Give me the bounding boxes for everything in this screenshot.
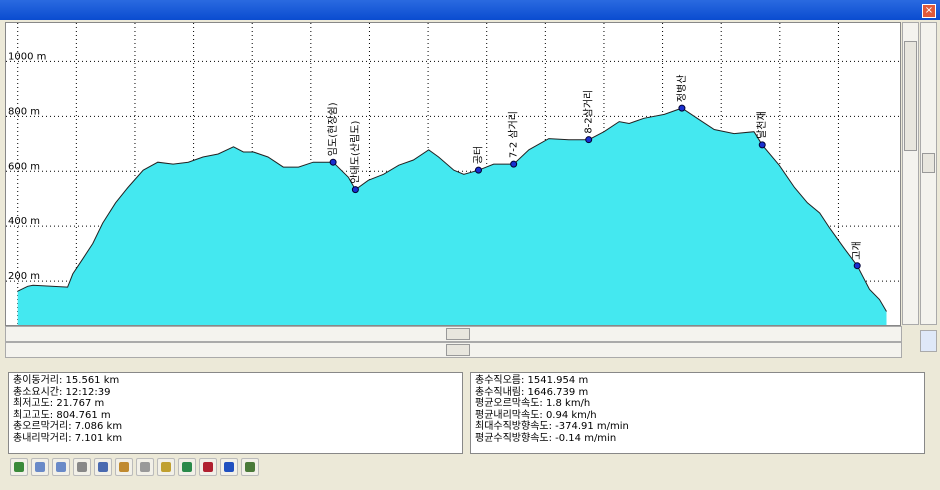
waypoint-marker xyxy=(351,186,359,194)
tool-button[interactable] xyxy=(199,458,217,476)
y-tick-label: 600 m xyxy=(8,161,40,172)
waypoint-marker xyxy=(510,160,518,168)
tool-button[interactable] xyxy=(178,458,196,476)
y-tick-label: 1000 m xyxy=(8,51,46,62)
tool-button[interactable] xyxy=(31,458,49,476)
stat-line: 평균오르막속도: 1.8 km/h xyxy=(475,398,591,409)
tool-button[interactable] xyxy=(220,458,238,476)
stat-line: 최고고도: 804.761 m xyxy=(13,409,111,421)
scroll-thumb[interactable] xyxy=(904,41,917,151)
title-bar: × xyxy=(0,0,940,20)
vertical-scrollbar[interactable] xyxy=(902,22,919,325)
collapse-button[interactable] xyxy=(920,330,937,352)
tool-button[interactable] xyxy=(10,458,28,476)
stat-line: 총내리막거리: 7.101 km xyxy=(13,432,123,444)
waypoint-marker xyxy=(853,262,861,270)
stat-line: 최저고도: 21.767 m xyxy=(13,398,105,409)
stat-line: 총수직내림: 1646.739 m xyxy=(475,386,589,398)
stat-line: 최대수직방향속도: -374.91 m/min xyxy=(475,421,629,432)
waypoint-marker xyxy=(329,158,337,166)
y-tick-label: 400 m xyxy=(8,216,40,227)
vertical-scrollbar[interactable] xyxy=(920,22,937,325)
waypoint-label: 7-2 삼거리 xyxy=(508,111,520,158)
waypoint-label: 공터 xyxy=(473,146,485,164)
stat-line: 평균수직방향속도: -0.14 m/min xyxy=(475,432,617,444)
waypoint-label: 안내도(산림도) xyxy=(349,121,361,184)
tool-button[interactable] xyxy=(241,458,259,476)
scroll-thumb[interactable] xyxy=(922,153,935,173)
stat-line: 평균내리막속도: 0.94 km/h xyxy=(475,409,597,421)
waypoint-marker xyxy=(678,104,686,112)
waypoint-label: 달천재 xyxy=(756,111,768,139)
stat-line: 총소요시간: 12:12:39 xyxy=(13,386,111,398)
stats-right: 총수직오름: 1541.954 m 총수직내림: 1646.739 m 평균오르막속… xyxy=(470,372,925,454)
tool-button[interactable] xyxy=(157,458,175,476)
scroll-thumb[interactable] xyxy=(446,344,470,356)
waypoint-label: 정병산 xyxy=(676,74,688,102)
area xyxy=(17,108,887,325)
tool-button[interactable] xyxy=(52,458,70,476)
stat-line: 총이동거리: 15.561 km xyxy=(13,375,120,386)
tool-button[interactable] xyxy=(115,458,133,476)
tool-button[interactable] xyxy=(73,458,91,476)
waypoint-marker xyxy=(475,166,483,174)
waypoint-label: 8-2삼거리 xyxy=(583,90,595,134)
y-tick-label: 800 m xyxy=(8,106,40,117)
waypoint-label: 고개 xyxy=(851,241,863,259)
horizontal-scrollbar[interactable] xyxy=(5,342,902,358)
toolbar xyxy=(10,458,259,480)
stat-line: 총수직오름: 1541.954 m xyxy=(475,375,589,386)
tool-button[interactable] xyxy=(136,458,154,476)
tool-button[interactable] xyxy=(94,458,112,476)
waypoint-marker xyxy=(585,136,593,144)
y-tick-label: 200 m xyxy=(8,271,40,282)
stat-line: 총오르막거리: 7.086 km xyxy=(13,421,123,432)
horizontal-scrollbar[interactable] xyxy=(5,326,902,342)
waypoint-label: 임도(현장쉼) xyxy=(326,102,339,156)
close-button[interactable]: × xyxy=(922,4,936,18)
scroll-thumb[interactable] xyxy=(446,328,470,340)
stats-left: 총이동거리: 15.561 km 총소요시간: 12:12:39 최저고도: 21.… xyxy=(8,372,463,454)
waypoint-marker xyxy=(758,141,766,149)
